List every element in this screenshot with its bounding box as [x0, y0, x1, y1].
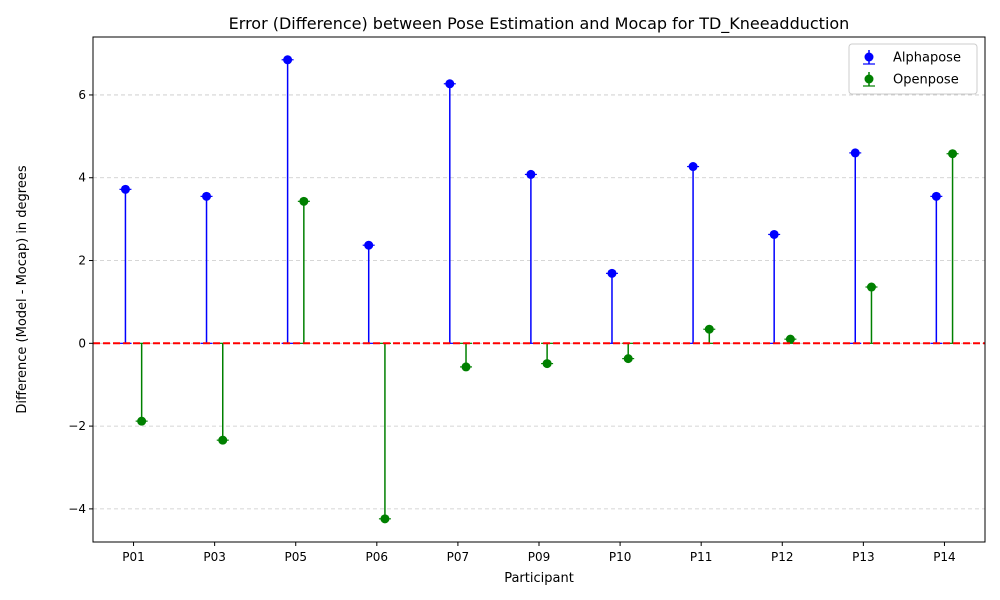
- data-point: [769, 229, 779, 239]
- legend: Alphapose Openpose: [848, 43, 978, 95]
- x-tick-label: P12: [771, 550, 794, 564]
- data-point: [526, 169, 536, 179]
- x-tick-label: P05: [284, 550, 307, 564]
- data-point: [607, 268, 617, 278]
- data-point: [445, 79, 455, 89]
- data-point: [380, 514, 390, 524]
- x-ticks: P01 P03 P05 P06 P07 P09 P10 P11 P12 P13 P14: [122, 542, 956, 564]
- legend-label: Openpose: [893, 73, 959, 88]
- x-tick-label: P01: [122, 550, 145, 564]
- y-tick-label: −2: [68, 419, 86, 433]
- data-point: [866, 282, 876, 292]
- data-point: [218, 435, 228, 445]
- data-point: [623, 354, 633, 364]
- chart-title: Error (Difference) between Pose Estimati…: [229, 14, 850, 34]
- x-tick-label: P07: [447, 550, 470, 564]
- legend-box: [848, 43, 978, 95]
- data-point: [120, 184, 130, 194]
- data-point: [299, 196, 309, 206]
- x-tick-label: P03: [203, 550, 226, 564]
- plot-frame: [92, 36, 986, 543]
- series-openpose: [135, 149, 959, 524]
- data-point: [137, 416, 147, 426]
- y-tick-label: −4: [68, 502, 86, 516]
- data-point: [202, 191, 212, 201]
- x-tick-label: P09: [528, 550, 551, 564]
- series-layer: [119, 55, 959, 524]
- y-tick-label: 2: [78, 254, 86, 268]
- data-point: [364, 240, 374, 250]
- data-point: [688, 162, 698, 172]
- data-point: [283, 55, 293, 65]
- x-axis-label: Participant: [504, 571, 574, 586]
- data-point: [850, 148, 860, 158]
- y-tick-label: 4: [78, 171, 86, 185]
- legend-marker: [864, 52, 874, 62]
- legend-marker: [864, 74, 874, 84]
- y-tick-label: 6: [78, 88, 86, 102]
- y-ticks: −4 −2 0 2 4 6: [68, 88, 93, 516]
- legend-label: Alphapose: [893, 51, 961, 66]
- grid-layer: [93, 94, 985, 510]
- x-tick-label: P11: [690, 550, 713, 564]
- x-tick-label: P10: [609, 550, 632, 564]
- x-tick-label: P06: [366, 550, 389, 564]
- data-point: [931, 191, 941, 201]
- y-tick-label: 0: [78, 336, 86, 350]
- series-alphapose: [119, 55, 943, 344]
- x-tick-label: P13: [852, 550, 875, 564]
- y-axis-label: Difference (Model - Mocap) in degrees: [15, 165, 30, 413]
- data-point: [542, 359, 552, 369]
- data-point: [461, 362, 471, 372]
- x-tick-label: P14: [933, 550, 956, 564]
- legend-entry: Alphapose: [863, 50, 961, 66]
- data-point: [785, 334, 795, 344]
- data-point: [948, 149, 958, 159]
- data-point: [704, 324, 714, 334]
- legend-entry: Openpose: [863, 72, 959, 88]
